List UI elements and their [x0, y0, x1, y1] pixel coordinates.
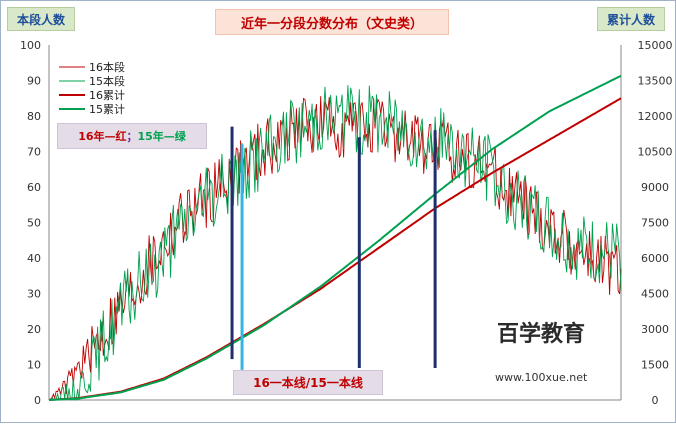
legend-label: 15本段 — [89, 74, 125, 88]
left-tick-label: 50 — [27, 217, 41, 230]
left-tick-label: 60 — [27, 181, 41, 194]
right-axis-label: 累计人数 — [597, 7, 665, 31]
right-tick-label: 4500 — [641, 288, 669, 301]
series-15累计 — [48, 74, 622, 401]
left-tick-label: 90 — [27, 75, 41, 88]
left-tick-label: 70 — [27, 146, 41, 159]
right-tick-label: 15000 — [638, 39, 673, 52]
watermark-brand: 百学教育 — [497, 321, 585, 347]
right-tick-label: 13500 — [638, 75, 673, 88]
right-tick-label: 0 — [652, 394, 659, 407]
left-tick-label: 0 — [34, 394, 41, 407]
left-tick-label: 10 — [27, 359, 41, 372]
left-tick-label: 20 — [27, 323, 41, 336]
left-tick-label: 100 — [20, 39, 41, 52]
left-axis-label: 本段人数 — [7, 7, 75, 31]
right-tick-label: 6000 — [641, 252, 669, 265]
left-tick-label: 80 — [27, 110, 41, 123]
note-red: 16年—红 — [78, 130, 127, 143]
note-green: 15年—绿 — [137, 130, 186, 143]
right-tick-label: 9000 — [641, 181, 669, 194]
right-tick-label: 7500 — [641, 217, 669, 230]
right-tick-label: 12000 — [638, 110, 673, 123]
legend-label: 16累计 — [89, 89, 125, 102]
right-tick-label: 10500 — [638, 146, 673, 159]
legend-label: 16本段 — [89, 60, 125, 74]
watermark-domain: www.100xue.net — [495, 371, 588, 384]
legend-label: 15累计 — [89, 103, 125, 116]
right-tick-label: 3000 — [641, 323, 669, 336]
note-separator: ； — [126, 130, 138, 143]
chart-title: 近年一分段分数分布（文史类） — [215, 9, 449, 35]
cutoff-note: 16一本线/15一本线 — [233, 370, 383, 395]
series-15本段 — [48, 85, 622, 401]
right-tick-label: 1500 — [641, 359, 669, 372]
color-note: 16年—红； 15年—绿 — [57, 123, 207, 149]
left-tick-label: 40 — [27, 252, 41, 265]
left-tick-label: 30 — [27, 288, 41, 301]
